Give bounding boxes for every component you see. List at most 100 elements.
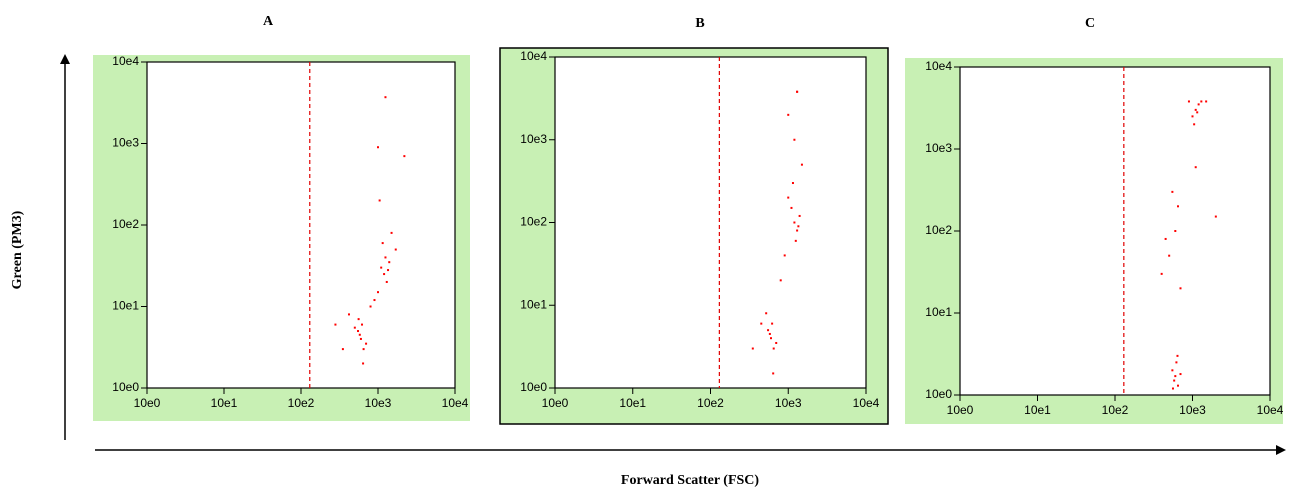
data-point — [1187, 100, 1190, 103]
data-point — [357, 330, 360, 333]
y-axis-label: Green (PM3) — [10, 210, 25, 289]
data-point — [403, 155, 406, 158]
y-tick-label: 10e1 — [112, 299, 139, 313]
x-tick-label: 10e3 — [1179, 403, 1206, 417]
data-point — [772, 372, 775, 375]
data-point — [793, 221, 796, 224]
data-point — [772, 347, 775, 350]
data-point — [1191, 115, 1194, 118]
data-point — [767, 329, 770, 332]
plot-area — [959, 66, 1271, 396]
data-point — [1179, 287, 1182, 290]
data-point — [751, 347, 754, 350]
data-point — [787, 196, 790, 199]
data-point — [358, 333, 361, 336]
data-point — [760, 322, 763, 325]
y-tick-label: 10e0 — [925, 387, 952, 401]
data-point — [787, 113, 790, 116]
data-point — [1171, 369, 1174, 372]
data-point — [359, 337, 362, 340]
data-point — [771, 322, 774, 325]
data-point — [362, 348, 365, 351]
data-point — [383, 273, 386, 276]
data-point — [390, 231, 393, 234]
x-tick-label: 10e2 — [288, 396, 315, 410]
x-tick-label: 10e1 — [211, 396, 238, 410]
x-tick-label: 10e3 — [365, 396, 392, 410]
data-point — [347, 313, 350, 316]
data-point — [1171, 387, 1174, 390]
x-tick-label: 10e2 — [1102, 403, 1129, 417]
data-point — [765, 312, 768, 315]
x-tick-label: 10e1 — [1024, 403, 1051, 417]
data-point — [1197, 103, 1200, 106]
y-tick-label: 10e0 — [112, 380, 139, 394]
data-point — [1194, 108, 1197, 111]
panel-title: C — [1085, 16, 1095, 31]
plot-area — [554, 56, 867, 389]
panel-title: B — [695, 16, 704, 31]
data-point — [369, 305, 372, 308]
data-point — [1196, 111, 1199, 114]
data-point — [794, 239, 797, 242]
data-point — [783, 254, 786, 257]
data-point — [779, 279, 782, 282]
data-point — [1200, 100, 1203, 103]
data-point — [380, 266, 383, 269]
x-tick-label: 10e3 — [775, 396, 802, 410]
data-point — [791, 182, 794, 185]
data-point — [800, 163, 803, 166]
y-tick-label: 10e2 — [520, 215, 547, 229]
data-point — [387, 269, 390, 272]
data-point — [1193, 123, 1196, 126]
data-point — [1173, 379, 1176, 382]
data-point — [1205, 100, 1208, 103]
x-tick-label: 10e4 — [442, 396, 469, 410]
x-axis-label: Forward Scatter (FSC) — [621, 473, 759, 488]
data-point — [357, 318, 360, 321]
y-tick-label: 10e2 — [112, 217, 139, 231]
data-point — [1160, 272, 1163, 275]
data-point — [394, 248, 397, 251]
data-point — [768, 332, 771, 335]
y-tick-label: 10e0 — [520, 380, 547, 394]
data-point — [341, 348, 344, 351]
data-point — [1176, 354, 1179, 357]
y-tick-label: 10e1 — [925, 305, 952, 319]
data-point — [775, 341, 778, 344]
x-tick-label: 10e1 — [619, 396, 646, 410]
data-point — [1171, 190, 1174, 193]
data-point — [1174, 230, 1177, 232]
data-point — [373, 299, 376, 302]
x-tick-label: 10e0 — [542, 396, 569, 410]
data-point — [388, 261, 391, 264]
data-point — [384, 256, 387, 259]
y-tick-label: 10e2 — [925, 223, 952, 237]
x-tick-label: 10e4 — [1257, 403, 1284, 417]
data-point — [1177, 205, 1180, 208]
y-tick-label: 10e3 — [112, 136, 139, 150]
data-point — [1177, 384, 1180, 387]
data-point — [378, 199, 381, 202]
data-point — [362, 362, 365, 365]
x-tick-label: 10e0 — [134, 396, 161, 410]
x-tick-label: 10e2 — [697, 396, 724, 410]
data-point — [381, 242, 384, 245]
data-point — [770, 337, 773, 340]
plot-area — [146, 61, 456, 389]
data-point — [790, 206, 793, 209]
data-point — [797, 225, 800, 228]
data-point — [796, 90, 799, 93]
data-point — [1174, 375, 1177, 378]
data-point — [377, 291, 379, 294]
data-point — [1168, 254, 1171, 257]
data-point — [377, 146, 379, 149]
data-point — [796, 229, 799, 232]
data-point — [385, 280, 388, 283]
y-tick-label: 10e1 — [520, 297, 547, 311]
data-point — [793, 138, 796, 141]
panel-title: A — [263, 14, 274, 29]
data-point — [365, 342, 368, 345]
data-point — [334, 323, 337, 326]
